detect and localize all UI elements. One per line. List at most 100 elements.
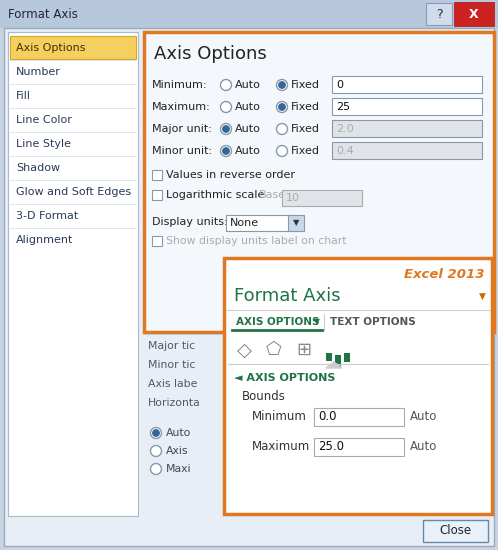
Text: 25.0: 25.0 bbox=[318, 441, 344, 454]
Text: Minor tic: Minor tic bbox=[148, 360, 195, 370]
Text: Bounds: Bounds bbox=[242, 389, 286, 403]
Text: Shadow: Shadow bbox=[16, 163, 60, 173]
Text: 10: 10 bbox=[286, 193, 300, 203]
Text: ◇: ◇ bbox=[237, 340, 251, 360]
Text: Minimum: Minimum bbox=[252, 410, 307, 422]
Text: Auto: Auto bbox=[235, 124, 261, 134]
Bar bbox=[226, 215, 298, 231]
Bar bbox=[152, 190, 162, 200]
Text: Logarithmic scale: Logarithmic scale bbox=[166, 190, 264, 200]
Text: Line Color: Line Color bbox=[16, 115, 72, 125]
Text: ▼: ▼ bbox=[314, 317, 320, 327]
Text: Axis labe: Axis labe bbox=[148, 379, 197, 389]
Bar bbox=[314, 408, 404, 426]
Text: Maxi: Maxi bbox=[166, 464, 192, 474]
Circle shape bbox=[276, 102, 287, 113]
Text: Minor unit:: Minor unit: bbox=[152, 146, 212, 156]
Text: Fixed: Fixed bbox=[291, 102, 320, 112]
Text: 25: 25 bbox=[336, 102, 350, 112]
Text: ▼: ▼ bbox=[479, 292, 486, 300]
Text: Display units:: Display units: bbox=[152, 217, 228, 227]
Text: Axis: Axis bbox=[166, 446, 189, 456]
Circle shape bbox=[279, 104, 285, 110]
Bar bbox=[454, 2, 494, 26]
Text: Fixed: Fixed bbox=[291, 80, 320, 90]
Bar bbox=[426, 3, 452, 25]
Bar bbox=[288, 215, 304, 231]
Text: 0.0: 0.0 bbox=[318, 410, 337, 424]
Text: Auto: Auto bbox=[235, 146, 261, 156]
Circle shape bbox=[221, 146, 232, 157]
Text: Fill: Fill bbox=[16, 91, 31, 101]
Circle shape bbox=[150, 427, 161, 438]
Circle shape bbox=[221, 102, 232, 113]
Circle shape bbox=[279, 82, 285, 88]
Text: Alignment: Alignment bbox=[16, 235, 73, 245]
Circle shape bbox=[150, 464, 161, 475]
Text: Excel 2013: Excel 2013 bbox=[403, 267, 484, 280]
Text: 2.0: 2.0 bbox=[336, 124, 354, 134]
Text: 0: 0 bbox=[336, 80, 343, 90]
Text: Show display units label on chart: Show display units label on chart bbox=[166, 236, 347, 246]
Text: Auto: Auto bbox=[410, 410, 437, 422]
Text: Glow and Soft Edges: Glow and Soft Edges bbox=[16, 187, 131, 197]
Polygon shape bbox=[326, 362, 342, 368]
Bar bbox=[326, 353, 332, 361]
Text: Auto: Auto bbox=[235, 102, 261, 112]
Text: ▼: ▼ bbox=[293, 218, 299, 228]
Text: Minimum:: Minimum: bbox=[152, 80, 208, 90]
Bar bbox=[152, 170, 162, 180]
Bar bbox=[423, 520, 488, 542]
Circle shape bbox=[276, 80, 287, 91]
Text: Format Axis: Format Axis bbox=[8, 8, 78, 20]
Text: Number: Number bbox=[16, 67, 61, 77]
Bar bbox=[314, 438, 404, 456]
Text: Axis Options: Axis Options bbox=[16, 43, 86, 53]
Bar bbox=[282, 190, 362, 206]
Text: Fixed: Fixed bbox=[291, 146, 320, 156]
Circle shape bbox=[223, 148, 229, 154]
Text: Format Axis: Format Axis bbox=[234, 287, 341, 305]
Text: Line Style: Line Style bbox=[16, 139, 71, 149]
Text: Auto: Auto bbox=[166, 428, 191, 438]
Circle shape bbox=[276, 124, 287, 135]
Text: 3-D Format: 3-D Format bbox=[16, 211, 78, 221]
Text: ◄ AXIS OPTIONS: ◄ AXIS OPTIONS bbox=[234, 373, 335, 383]
Text: Close: Close bbox=[439, 525, 471, 537]
Bar bbox=[335, 355, 341, 367]
Text: Fixed: Fixed bbox=[291, 124, 320, 134]
Circle shape bbox=[221, 124, 232, 135]
Bar bbox=[344, 353, 350, 362]
Text: Auto: Auto bbox=[235, 80, 261, 90]
Bar bbox=[332, 142, 482, 159]
Text: ⬠: ⬠ bbox=[266, 341, 282, 359]
Bar bbox=[152, 236, 162, 246]
Circle shape bbox=[150, 446, 161, 456]
Circle shape bbox=[221, 80, 232, 91]
Text: Auto: Auto bbox=[410, 439, 437, 453]
Text: Maximum: Maximum bbox=[252, 439, 310, 453]
Text: Values in reverse order: Values in reverse order bbox=[166, 170, 295, 180]
Bar bbox=[224, 258, 492, 514]
Circle shape bbox=[223, 126, 229, 132]
Bar bbox=[8, 32, 138, 516]
Text: AXIS OPTIONS: AXIS OPTIONS bbox=[236, 317, 320, 327]
Text: Horizonta: Horizonta bbox=[148, 398, 201, 408]
Text: ?: ? bbox=[436, 8, 442, 20]
Text: Maximum:: Maximum: bbox=[152, 102, 211, 112]
Text: 0.4: 0.4 bbox=[336, 146, 354, 156]
Bar bbox=[144, 32, 494, 332]
Bar bbox=[0, 0, 498, 28]
Text: Base:: Base: bbox=[259, 190, 290, 200]
Circle shape bbox=[153, 430, 159, 436]
Bar bbox=[332, 120, 482, 137]
Bar bbox=[332, 98, 482, 115]
Text: None: None bbox=[230, 218, 259, 228]
Text: TEXT OPTIONS: TEXT OPTIONS bbox=[330, 317, 416, 327]
Circle shape bbox=[276, 146, 287, 157]
Text: Major tic: Major tic bbox=[148, 341, 195, 351]
Bar bbox=[332, 76, 482, 93]
Text: Axis Options: Axis Options bbox=[154, 45, 267, 63]
Bar bbox=[10, 36, 136, 59]
Text: X: X bbox=[469, 8, 479, 20]
